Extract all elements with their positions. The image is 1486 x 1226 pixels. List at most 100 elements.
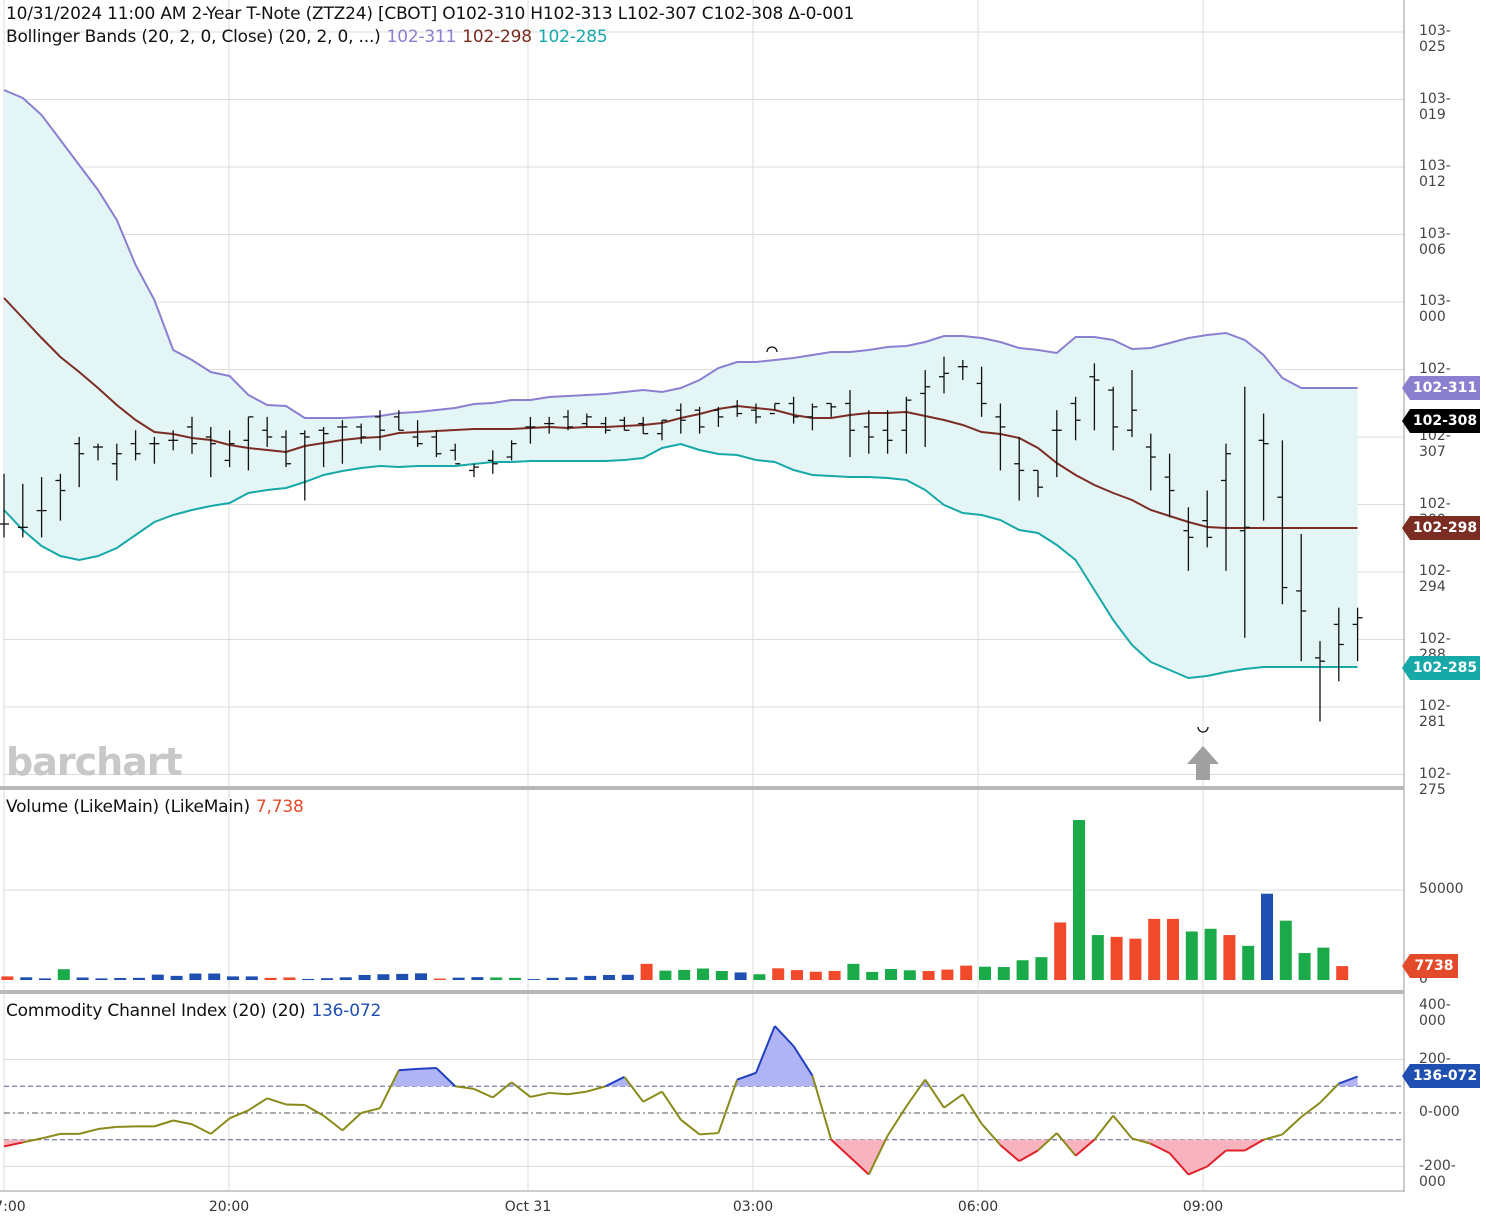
bollinger-upper-value: 102-311 bbox=[386, 27, 457, 47]
ohlc-bar bbox=[1258, 413, 1269, 521]
volume-bar bbox=[1204, 928, 1217, 980]
price-tick-label: 102-275 bbox=[1419, 765, 1451, 798]
cci-line-segment bbox=[1168, 1152, 1190, 1176]
price-tick-label: 103-012 bbox=[1419, 158, 1451, 190]
ohlc-bar bbox=[224, 430, 235, 468]
volume-bar bbox=[903, 970, 916, 980]
bollinger-lower-value: 102-285 bbox=[537, 27, 608, 47]
volume-bar bbox=[471, 977, 484, 980]
cci-line-segment bbox=[455, 1085, 475, 1090]
cci-line-segment bbox=[924, 1079, 945, 1109]
ohlc-bar bbox=[1145, 433, 1156, 491]
ohlc-bar bbox=[563, 410, 573, 431]
time-tick-label: Oct 31 bbox=[504, 1199, 552, 1215]
ohlc-bar bbox=[882, 410, 893, 454]
up-arrow-icon bbox=[1187, 746, 1219, 780]
ohlc-bar bbox=[0, 473, 9, 538]
cci-tag: 136-072 bbox=[1402, 1064, 1480, 1088]
cci-line-segment bbox=[360, 1107, 381, 1114]
ohlc-bar bbox=[1108, 386, 1119, 451]
cci-line-segment bbox=[1244, 1138, 1265, 1152]
cci-line-segment bbox=[97, 1125, 117, 1131]
cci-line-segment bbox=[886, 1105, 908, 1137]
ohlc-bar bbox=[36, 477, 47, 538]
volume-bar bbox=[866, 971, 879, 980]
cci-value: 136-072 bbox=[311, 1001, 382, 1021]
price-tick-label: 103-000 bbox=[1419, 293, 1451, 325]
price-tick-label: 102-281 bbox=[1419, 698, 1451, 730]
cci-line-segment bbox=[266, 1097, 287, 1106]
time-tick-label: 09:00 bbox=[1182, 1199, 1224, 1215]
cci-line-segment bbox=[755, 1025, 776, 1074]
cci-overbought-fill bbox=[734, 1026, 816, 1087]
ohlc-bar bbox=[393, 410, 404, 431]
cci-line-segment bbox=[1206, 1149, 1227, 1168]
cci-line-segment bbox=[1112, 1115, 1133, 1140]
volume-bar bbox=[76, 977, 89, 980]
volume-bar bbox=[321, 978, 333, 980]
volume-bar bbox=[1242, 945, 1255, 980]
cci-tick-label: 400-000 bbox=[1419, 997, 1451, 1029]
ohlc-bar bbox=[525, 416, 536, 444]
volume-bar bbox=[415, 973, 427, 980]
price-panel bbox=[0, 89, 1363, 780]
volume-bar bbox=[546, 977, 559, 980]
volume-bar bbox=[39, 978, 51, 980]
cci-line-segment bbox=[717, 1079, 739, 1134]
bollinger-mid-value: 102-298 bbox=[462, 27, 532, 47]
ohlc-bar bbox=[1051, 410, 1062, 478]
volume-bar bbox=[490, 977, 503, 980]
cci-line-segment bbox=[398, 1067, 418, 1072]
volume-bar bbox=[678, 969, 691, 980]
cci-line-segment bbox=[530, 1091, 550, 1098]
ohlc-bar bbox=[130, 430, 141, 461]
cci-tick-label: -200-000 bbox=[1419, 1157, 1456, 1190]
volume-bar bbox=[1035, 957, 1048, 980]
volume-bar bbox=[208, 973, 221, 980]
cci-line-segment bbox=[1056, 1132, 1077, 1157]
ohlc-bar bbox=[17, 483, 28, 538]
cci-line-segment bbox=[417, 1067, 437, 1070]
cci-line-segment bbox=[1037, 1132, 1058, 1152]
ohlc-bar bbox=[920, 370, 931, 448]
cci-line-segment bbox=[285, 1103, 305, 1106]
cci-oversold-fill bbox=[1062, 1139, 1095, 1156]
session-high-marker bbox=[766, 346, 778, 353]
cci-line-segment bbox=[680, 1118, 701, 1136]
ohlc-bar bbox=[845, 390, 855, 458]
ohlc-bar bbox=[1296, 534, 1307, 662]
cci-line-segment bbox=[1188, 1165, 1208, 1176]
cci-line-segment bbox=[867, 1135, 889, 1175]
ohlc-bar bbox=[356, 423, 367, 444]
cci-line-segment bbox=[1319, 1082, 1340, 1104]
quote-summary: 10/31/2024 11:00 AM 2-Year T-Note (ZTZ24… bbox=[6, 4, 855, 24]
cci-line-segment bbox=[379, 1069, 400, 1109]
volume-header: Volume (LikeMain) (LikeMain) 7,738 bbox=[6, 797, 312, 817]
ohlc-bar bbox=[863, 410, 874, 454]
volume-bar bbox=[358, 974, 371, 980]
session-low-marker bbox=[1197, 726, 1209, 733]
cci-line-segment bbox=[811, 1075, 833, 1141]
price-tick-label: 102-294 bbox=[1419, 563, 1451, 595]
cci-overbought-fill bbox=[390, 1068, 456, 1087]
cci-line-segment bbox=[229, 1109, 249, 1120]
cci-line-segment bbox=[191, 1123, 212, 1135]
cci-line-segment bbox=[1074, 1138, 1096, 1157]
ohlc-bar bbox=[205, 426, 216, 478]
ohlc-bar bbox=[1315, 641, 1325, 722]
ohlc-bar bbox=[619, 416, 630, 431]
ohlc-bar bbox=[675, 403, 686, 434]
cci-line-segment bbox=[736, 1071, 757, 1081]
ohlc-bar bbox=[1202, 490, 1213, 548]
volume-bar bbox=[922, 971, 935, 980]
cci-line-segment bbox=[492, 1081, 513, 1099]
cci-line-segment bbox=[774, 1025, 795, 1047]
cci-line-segment bbox=[999, 1144, 1020, 1162]
ohlc-bar bbox=[976, 366, 987, 417]
time-tick-label: 7:00 bbox=[0, 1199, 26, 1215]
volume-bar bbox=[302, 978, 315, 980]
cci-line-segment bbox=[510, 1081, 532, 1098]
cci-line-segment bbox=[1018, 1149, 1039, 1163]
volume-bar bbox=[20, 977, 33, 980]
